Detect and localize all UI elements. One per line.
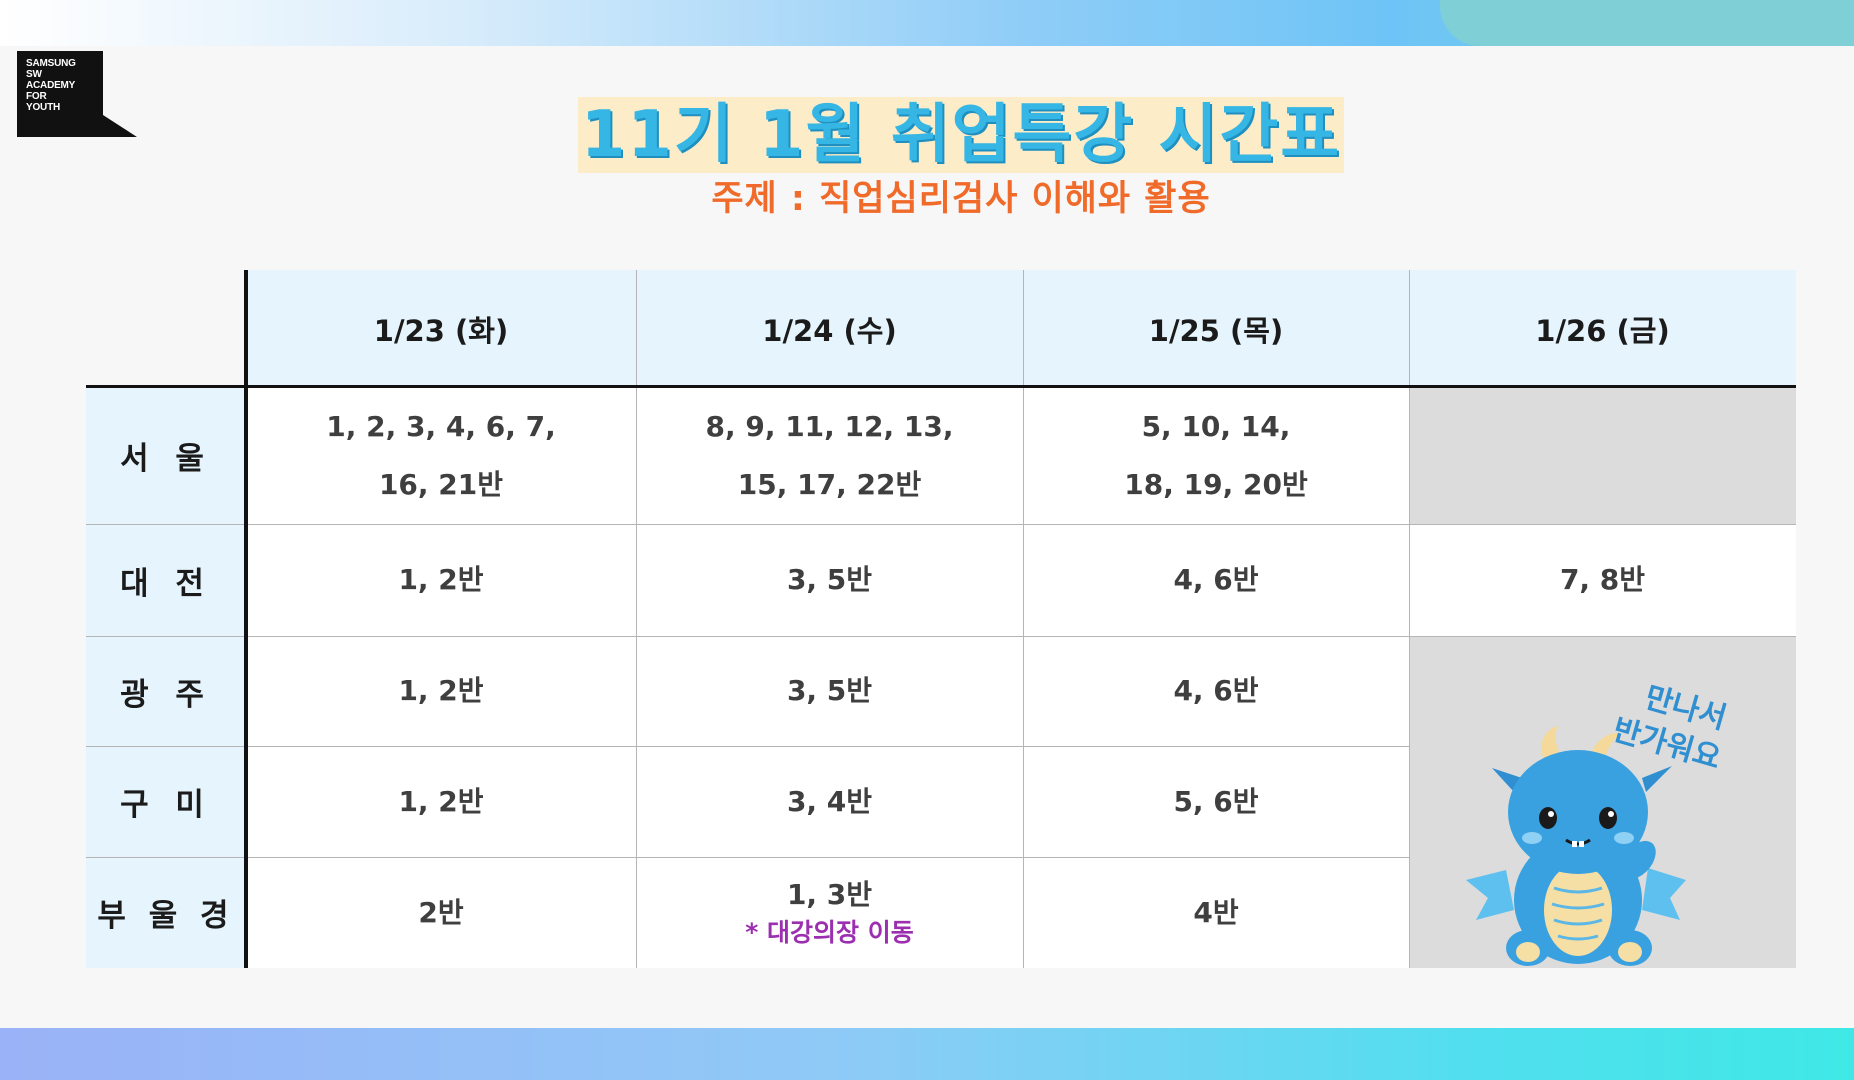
grid-line — [86, 524, 1796, 525]
grid-line — [86, 746, 1409, 747]
table-cell: 1, 2, 3, 4, 6, 7, 16, 21반 — [246, 387, 636, 524]
table-cell: 5, 10, 14, 18, 19, 20반 — [1023, 387, 1409, 524]
cell-line: 15, 17, 22반 — [737, 467, 922, 501]
logo-line-2: SW — [26, 69, 42, 80]
table-cell: 7, 8반 — [1409, 524, 1796, 636]
grid-line — [1409, 270, 1410, 968]
table-cell: 1, 2반 — [246, 636, 636, 746]
grid-line — [1023, 270, 1024, 968]
cell-line: 5, 10, 14, — [1141, 409, 1291, 443]
table-cell: 5, 6반 — [1023, 746, 1409, 857]
table-cell: 3, 4반 — [636, 746, 1023, 857]
table-cell: 3, 5반 — [636, 636, 1023, 746]
header-day-3: 1/25 (목) — [1023, 270, 1409, 387]
row-label-daejeon: 대 전 — [86, 524, 246, 636]
cell-line: 1, 3반 — [786, 877, 873, 911]
cell-line: 8, 9, 11, 12, 13, — [705, 409, 954, 443]
row-label-gumi: 구 미 — [86, 746, 246, 857]
logo-line-4: FOR — [26, 91, 47, 102]
table-cell: 3, 5반 — [636, 524, 1023, 636]
table-cell: 1, 2반 — [246, 746, 636, 857]
table-corner — [86, 270, 246, 387]
top-bar-accent — [1440, 0, 1854, 46]
table-cell: 1, 3반 * 대강의장 이동 — [636, 857, 1023, 968]
logo-line-1: SAMSUNG — [26, 58, 76, 69]
cell-line: 1, 2, 3, 4, 6, 7, — [326, 409, 556, 443]
header-day-2: 1/24 (수) — [636, 270, 1023, 387]
table-cell: 1, 2반 — [246, 524, 636, 636]
page-title: 11기 1월 취업특강 시간표 — [580, 98, 1342, 172]
dragon-mascot-icon — [1466, 726, 1686, 966]
bottom-gradient-bar — [0, 1028, 1854, 1080]
header-day-4: 1/26 (금) — [1409, 270, 1796, 387]
table-cell: 4, 6반 — [1023, 636, 1409, 746]
grid-line — [86, 636, 1796, 637]
venue-note: * 대강의장 이동 — [745, 917, 914, 947]
samsung-sw-academy-logo: SAMSUNG SW ACADEMY FOR YOUTH — [17, 51, 137, 137]
logo-line-3: ACADEMY — [26, 80, 76, 91]
grid-divider — [86, 385, 1796, 388]
table-cell: 2반 — [246, 857, 636, 968]
logo-line-5: YOUTH — [26, 102, 61, 113]
top-gradient-bar — [0, 0, 1854, 46]
row-label-seoul: 서 울 — [86, 387, 246, 524]
table-cell: 4, 6반 — [1023, 524, 1409, 636]
logo-text: SAMSUNG SW ACADEMY FOR YOUTH — [26, 58, 76, 113]
table-cell: 8, 9, 11, 12, 13, 15, 17, 22반 — [636, 387, 1023, 524]
row-label-gwangju: 광 주 — [86, 636, 246, 746]
grid-divider — [244, 270, 248, 968]
cell-line: 18, 19, 20반 — [1124, 467, 1308, 501]
page-subtitle: 주제 : 직업심리검사 이해와 활용 — [711, 179, 1211, 219]
table-cell: 4반 — [1023, 857, 1409, 968]
row-label-buulgyeong: 부 울 경 — [86, 857, 246, 968]
table-cell-empty — [1409, 387, 1796, 524]
grid-line — [636, 270, 637, 968]
cell-line: 16, 21반 — [378, 467, 504, 501]
logo-shape-icon — [17, 51, 137, 137]
grid-line — [86, 857, 1409, 858]
title-highlight: 11기 1월 취업특강 시간표 — [578, 97, 1344, 173]
header-day-1: 1/23 (화) — [246, 270, 636, 387]
